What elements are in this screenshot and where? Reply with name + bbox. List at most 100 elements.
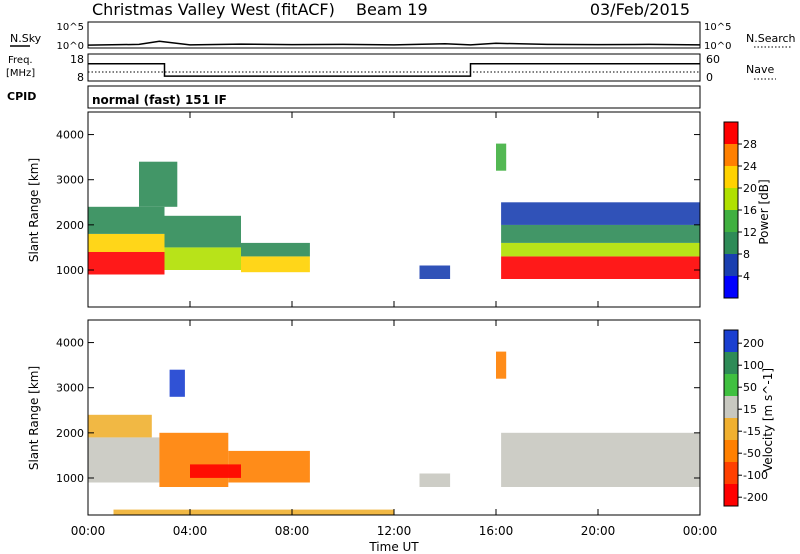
velocity-ytick-label-2: 3000 <box>56 382 84 395</box>
nsky-tick-bottom: 10^0 <box>57 41 84 52</box>
freq-panel-frame <box>87 53 701 82</box>
freq-tick-top: 18 <box>70 53 84 66</box>
power-cbar-swatch-0 <box>724 122 738 145</box>
velocity-yticks: 1000 2000 3000 4000 <box>56 337 700 485</box>
freq-label-line2: [MHz] <box>6 68 35 79</box>
power-band-1 <box>88 233 165 252</box>
power-colorbar: 28 24 20 16 12 8 4 <box>723 121 757 299</box>
velocity-cbar-tick-label-5: -50 <box>743 447 761 460</box>
power-cbar-tick-label-3: 16 <box>743 204 757 217</box>
velocity-cbar-tick-label-6: -100 <box>743 469 768 482</box>
velocity-cbar-frame <box>723 329 739 507</box>
power-band-12 <box>501 202 700 225</box>
velocity-band-1 <box>88 414 152 438</box>
velocity-bands <box>88 351 700 515</box>
power-cbar-swatch-6 <box>724 254 738 277</box>
power-ylabel: Slant Range [km] <box>27 158 41 262</box>
x-tick-label-4: 16:00 <box>479 524 514 538</box>
velocity-cbar-swatch-7 <box>724 484 738 507</box>
freq-label-line1: Freq. <box>8 55 33 66</box>
velocity-band-9 <box>113 509 394 515</box>
power-ytick-label-1: 2000 <box>56 219 84 232</box>
velocity-band-5 <box>190 464 241 478</box>
power-band-8 <box>419 265 451 279</box>
power-band-13 <box>496 143 507 171</box>
cpid-value: normal (fast) 151 IF <box>92 93 227 107</box>
velocity-band-6 <box>419 473 451 487</box>
velocity-cbar-swatch-5 <box>724 440 738 463</box>
power-cbar-tick-label-1: 24 <box>743 160 757 173</box>
power-band-4 <box>164 215 241 248</box>
velocity-band-4 <box>169 369 185 397</box>
plot-title: Christmas Valley West (fitACF) <box>92 0 335 19</box>
power-cbar-tick-label-4: 12 <box>743 226 757 239</box>
power-colorbar-label: Power [dB] <box>757 179 771 244</box>
power-band-10 <box>501 242 700 257</box>
velocity-ytick-label-0: 1000 <box>56 472 84 485</box>
velocity-ytick-label-3: 4000 <box>56 337 84 350</box>
freq-tick-bottom: 8 <box>77 71 84 84</box>
velocity-band-8 <box>496 351 507 379</box>
x-tick-label-0: 00:00 <box>71 524 106 538</box>
velocity-band-7 <box>501 432 700 487</box>
date-label: 03/Feb/2015 <box>590 0 690 19</box>
x-tick-labels: 00:00 04:00 08:00 12:00 16:00 20:00 00:00 <box>71 524 718 538</box>
x-tick-label-2: 08:00 <box>275 524 310 538</box>
velocity-cbar-swatch-1 <box>724 352 738 375</box>
power-ytick-label-0: 1000 <box>56 264 84 277</box>
velocity-cbar-tick-label-2: 50 <box>743 381 757 394</box>
velocity-ytick-label-1: 2000 <box>56 427 84 440</box>
power-band-7 <box>139 161 178 207</box>
nsearch-tick-top: 10^5 <box>704 22 731 33</box>
power-band-5 <box>241 256 310 273</box>
x-tick-label-5: 20:00 <box>581 524 616 538</box>
nsearch-tick-bottom: 10^0 <box>704 41 731 52</box>
power-xticks <box>87 112 701 307</box>
power-yticks: 1000 2000 3000 4000 <box>56 129 700 277</box>
power-ytick-label-2: 3000 <box>56 174 84 187</box>
velocity-panel: 1000 2000 3000 4000 <box>56 319 701 516</box>
nsky-series-line <box>87 40 701 46</box>
power-ytick-label-3: 4000 <box>56 129 84 142</box>
cpid-label: CPID <box>7 90 36 103</box>
power-band-6 <box>241 242 310 257</box>
power-cbar-tick-label-0: 28 <box>743 138 757 151</box>
nave-tick-bottom: 0 <box>706 71 713 84</box>
velocity-cbar-tick-label-7: -200 <box>743 491 768 504</box>
velocity-ylabel: Slant Range [km] <box>27 366 41 470</box>
power-band-0 <box>88 251 165 275</box>
velocity-cbar-swatch-3 <box>724 396 738 419</box>
velocity-colorbar-label: Velocity [m s^-1] <box>761 368 775 472</box>
velocity-cbar-tick-label-4: -15 <box>743 425 761 438</box>
nave-label: Nave <box>746 63 774 76</box>
power-band-9 <box>501 256 700 279</box>
power-cbar-swatch-3 <box>724 188 738 211</box>
velocity-band-2 <box>159 432 229 487</box>
nsky-panel-frame <box>87 21 701 49</box>
power-cbar-swatch-5 <box>724 232 738 255</box>
velocity-cbar-swatch-0 <box>724 330 738 353</box>
power-band-11 <box>501 224 700 243</box>
x-tick-label-6: 00:00 <box>683 524 718 538</box>
velocity-cbar-swatch-2 <box>724 374 738 397</box>
velocity-xticks <box>87 320 701 515</box>
nave-tick-top: 60 <box>706 53 720 66</box>
x-axis-label: Time UT <box>368 540 419 554</box>
power-cbar-swatch-2 <box>724 166 738 189</box>
velocity-band-3 <box>228 450 310 483</box>
velocity-cbar-swatch-6 <box>724 462 738 485</box>
nsky-tick-top: 10^5 <box>57 22 84 33</box>
x-tick-label-3: 12:00 <box>377 524 412 538</box>
x-tick-label-1: 04:00 <box>173 524 208 538</box>
freq-series-line <box>88 62 700 77</box>
power-band-2 <box>88 206 165 234</box>
power-panel: 1000 2000 3000 4000 <box>56 111 701 308</box>
power-band-3 <box>164 247 241 270</box>
power-cbar-swatch-7 <box>724 276 738 299</box>
velocity-cbar-swatch-4 <box>724 418 738 441</box>
velocity-cbar-tick-label-0: 200 <box>743 337 764 350</box>
velocity-cbar-tick-label-1: 100 <box>743 359 764 372</box>
nsearch-label: N.Search <box>746 32 796 45</box>
